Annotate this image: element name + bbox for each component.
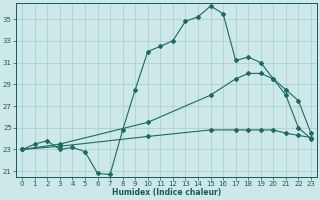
X-axis label: Humidex (Indice chaleur): Humidex (Indice chaleur)	[112, 188, 221, 197]
